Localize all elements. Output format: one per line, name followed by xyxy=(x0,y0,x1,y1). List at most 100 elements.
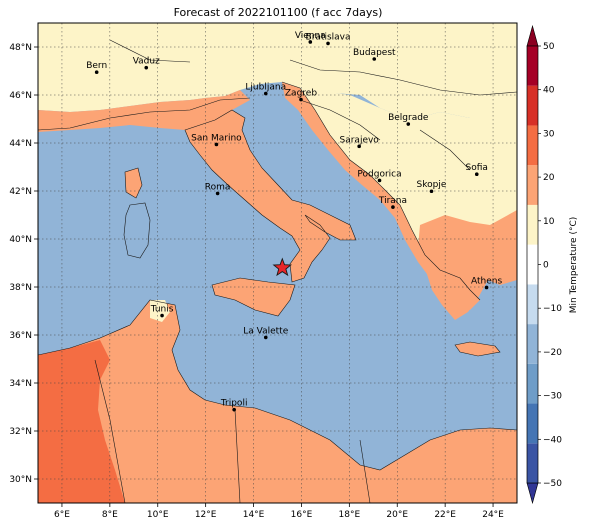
x-tick-label: 16°E xyxy=(291,510,313,520)
y-tick-label: 46°N xyxy=(9,91,32,101)
city-label: La Valette xyxy=(243,326,288,336)
y-tick-label: 34°N xyxy=(9,379,32,389)
city-label: Athens xyxy=(471,276,502,286)
city-label: Sarajevo xyxy=(340,135,380,145)
colorbar-band xyxy=(527,46,538,86)
city-dot xyxy=(377,178,382,183)
colorbar-tick-label: 0 xyxy=(543,261,549,271)
city-dot xyxy=(357,144,361,149)
city-label: Roma xyxy=(205,182,231,192)
coastlines xyxy=(38,39,517,503)
colorbar-band xyxy=(527,204,538,245)
x-tick-label: 6°E xyxy=(54,510,70,520)
land-corsica xyxy=(125,168,142,198)
city-label: San Marino xyxy=(191,133,242,143)
colorbar-band xyxy=(527,403,538,444)
city-dot xyxy=(484,285,489,290)
y-tick-label: 36°N xyxy=(9,331,32,341)
city-label: Podgorica xyxy=(357,169,401,179)
graticule xyxy=(38,23,517,503)
y-tick-label: 44°N xyxy=(9,139,32,149)
colorbar-tick-label: −10 xyxy=(543,304,562,314)
city-label: Tunis xyxy=(150,305,174,315)
x-tick-label: 22°E xyxy=(434,510,456,520)
city-dot xyxy=(144,65,149,70)
x-tick-label: 14°E xyxy=(243,510,265,520)
colorbar-tick-label: −50 xyxy=(543,479,562,489)
colorbar-band xyxy=(527,443,538,483)
city-label: Bern xyxy=(86,61,107,71)
land-tunisia-cool xyxy=(150,300,170,322)
land-turkey-coast xyxy=(495,240,517,285)
land-crete xyxy=(455,342,500,356)
city-dot xyxy=(326,41,330,46)
x-tick-label: 12°E xyxy=(195,510,217,520)
colorbar-tick-label: 10 xyxy=(543,217,555,227)
city-dot xyxy=(429,189,434,194)
land-greece xyxy=(418,210,517,320)
city-label: Tirana xyxy=(378,196,407,206)
colorbar-label: Min Temperature (°C) xyxy=(569,217,579,314)
y-tick-label: 42°N xyxy=(9,187,32,197)
colorbar-tick-label: −30 xyxy=(543,392,562,402)
x-tick-label: 24°E xyxy=(482,510,504,520)
x-tick-label: 10°E xyxy=(147,510,169,520)
x-tick-label: 18°E xyxy=(339,510,361,520)
city-dot xyxy=(391,205,395,209)
colorbar: 50 40 30 20 10 0 −10 −20 −30 −40 −50 xyxy=(526,24,562,505)
land-balkans xyxy=(290,88,517,255)
city-label: Ljubljana xyxy=(245,83,286,93)
city-label: Skopje xyxy=(417,180,447,190)
x-tick-label: 8°E xyxy=(102,510,118,520)
colorbar-band xyxy=(527,284,538,325)
colorbar-tick-label: 50 xyxy=(543,42,555,52)
land-sicily xyxy=(212,278,295,316)
axis-ticks: 6°E 8°E 10°E 12°E 14°E 16°E 18°E 20°E 22°E 24°E 30… xyxy=(9,43,504,520)
city-dot xyxy=(406,122,411,126)
city-label: Vaduz xyxy=(133,57,160,67)
city-label: Bratislava xyxy=(306,32,351,42)
colorbar-tick-label: 30 xyxy=(543,129,555,139)
city-dot xyxy=(94,70,99,74)
colorbar-band xyxy=(527,125,538,166)
city-dot xyxy=(232,407,236,412)
city-dot xyxy=(474,172,479,176)
map-frame xyxy=(37,22,518,504)
city-label: Tripoli xyxy=(220,399,248,409)
city-dot xyxy=(263,335,268,340)
city-dot xyxy=(372,57,377,61)
colorbar-tick-label: 20 xyxy=(543,173,555,183)
city-label: Vienna xyxy=(295,31,326,41)
y-tick-label: 40°N xyxy=(9,235,32,245)
colorbar-band xyxy=(527,324,538,364)
city-label: Belgrade xyxy=(388,113,429,123)
city-dot xyxy=(215,191,220,196)
land-adriatic-coast xyxy=(282,82,480,310)
city-dot xyxy=(308,40,313,44)
colorbar-band xyxy=(527,244,538,285)
colorbar-extend-min xyxy=(526,482,539,505)
city-dot xyxy=(299,97,303,102)
colorbar-tick-label: −20 xyxy=(543,348,562,358)
colorbar-band xyxy=(527,165,538,205)
land-sardinia xyxy=(124,203,150,258)
forecast-location-star-icon xyxy=(272,257,292,277)
city-dot xyxy=(160,313,164,318)
land-apulia xyxy=(292,200,356,240)
city-dot xyxy=(214,142,219,147)
colorbar-tick-label: −40 xyxy=(543,435,562,445)
city-label: Budapest xyxy=(353,48,396,58)
y-tick-label: 32°N xyxy=(9,427,32,437)
colorbar-extend-max xyxy=(526,24,539,47)
colorbar-band xyxy=(527,363,538,404)
city-label: Zagreb xyxy=(285,89,317,99)
y-tick-label: 30°N xyxy=(9,475,32,485)
land-sahara-warm xyxy=(38,340,125,503)
y-tick-label: 48°N xyxy=(9,43,32,53)
colorbar-band xyxy=(527,85,538,126)
city-label: Sofia xyxy=(466,163,488,173)
figure-title: Forecast of 2022101100 (f acc 7days) xyxy=(174,6,383,19)
